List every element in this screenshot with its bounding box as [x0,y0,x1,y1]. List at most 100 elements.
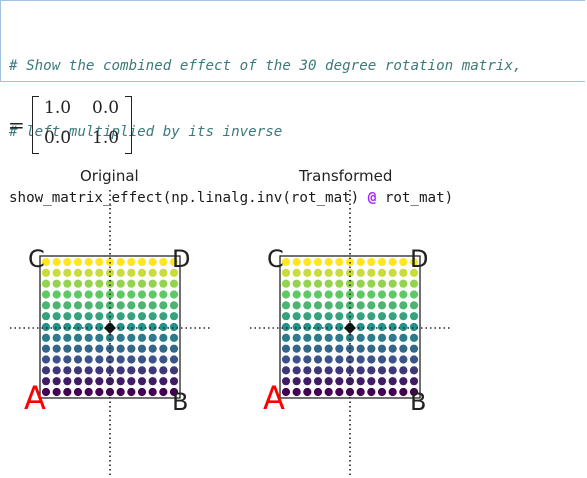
original-grid-point [73,312,83,321]
original-grid-point [148,301,157,310]
corner-label-a-original: A [24,379,46,417]
original-grid-point [84,333,93,342]
transformed-grid-point [281,312,291,321]
transformed-grid-point [292,366,301,375]
transformed-grid-point [367,377,376,386]
transformed-grid-point [388,257,397,267]
transformed-grid-point [281,344,291,353]
corner-label-d-transformed: D [410,245,429,273]
original-grid-point [52,268,61,277]
matmul-operator: @ [367,190,377,206]
transformed-grid-point [303,268,312,277]
transformed-grid-point [281,366,291,375]
code-cell[interactable]: # Show the combined effect of the 30 deg… [0,0,585,206]
original-grid-point [52,279,61,288]
transformed-grid-point [356,279,365,288]
transformed-grid-point [367,366,376,375]
transformed-grid-point [313,344,323,353]
transformed-grid-point [345,279,355,288]
transformed-grid-point [409,268,419,277]
original-grid-point [137,377,147,386]
original-grid-point [137,257,147,267]
transformed-grid-point [303,366,312,375]
original-grid-point [105,279,115,288]
transformed-grid-point [409,301,419,310]
transformed-grid-point [409,387,419,397]
original-grid-point [127,312,136,321]
transformed-grid-point [292,279,301,288]
original-grid-point [127,301,136,310]
transformed-grid-point [367,344,376,353]
transformed-grid-point [324,312,333,321]
transformed-grid-point [313,301,323,310]
transformed-grid-point [377,333,387,342]
transformed-grid-point [292,377,301,386]
transformed-grid-point [313,257,323,267]
transformed-grid-point [281,301,291,310]
original-grid-point [127,377,136,386]
original-grid-point [105,268,115,277]
transformed-grid-point [367,312,376,321]
transformed-grid-point [281,387,291,397]
transformed-grid-point [388,322,397,332]
transformed-grid-point [356,268,365,277]
transformed-grid-point [324,366,333,375]
transformed-grid-point [377,377,387,386]
transformed-grid-point [388,377,397,386]
original-grid-point [73,290,83,299]
original-grid-point [84,290,93,299]
transformed-grid-point [377,312,387,321]
original-grid-point [148,312,157,321]
original-grid-point [159,312,168,321]
original-grid-point [84,322,93,332]
original-grid-point [137,333,147,342]
transformed-grid-point [335,312,344,321]
original-grid-point [63,312,72,321]
plot-title-transformed: Transformed [299,167,393,185]
original-grid-point [52,366,61,375]
transformed-grid-point [388,301,397,310]
original-grid-point [95,377,104,386]
transformed-grid-point [335,333,344,342]
original-grid-point [169,312,179,321]
original-grid-point [159,301,168,310]
transformed-grid-point [377,290,387,299]
transformed-grid-point [399,312,408,321]
original-grid-point [169,387,179,397]
transformed-grid-point [292,290,301,299]
original-grid-point [105,333,115,342]
transformed-grid-point [303,279,312,288]
transformed-grid-point [399,387,408,397]
original-grid-point [41,301,51,310]
transformed-grid-point [313,333,323,342]
transformed-grid-point [281,257,291,267]
original-grid-point [159,377,168,386]
transformed-grid-point [356,387,365,397]
original-grid-point [137,344,147,353]
transformed-grid-point [324,322,333,332]
original-grid-point [95,333,104,342]
original-grid-point [127,322,136,332]
original-grid-point [84,279,93,288]
code-statement-line: show_matrix_effect(np.linalg.inv(rot_mat… [9,187,522,209]
original-grid-point [52,301,61,310]
original-grid-point [159,355,168,364]
transformed-grid-point [324,333,333,342]
corner-label-c-transformed: C [267,245,284,273]
original-grid-point [159,333,168,342]
original-grid-point [73,257,83,267]
original-grid-point [95,290,104,299]
original-grid-point [63,333,72,342]
original-grid-point [169,290,179,299]
original-grid-point [127,387,136,397]
original-grid-point [95,312,104,321]
code-comment-line-2: # left-multiplied by its inverse [9,124,283,140]
original-grid-point [41,312,51,321]
transformed-grid-point [367,387,376,397]
original-grid-point [84,257,93,267]
transformed-grid-point [303,387,312,397]
original-grid-point [73,355,83,364]
transformed-grid-point [345,333,355,342]
code-input[interactable]: # Show the combined effect of the 30 deg… [9,11,522,253]
original-grid-point [148,257,157,267]
